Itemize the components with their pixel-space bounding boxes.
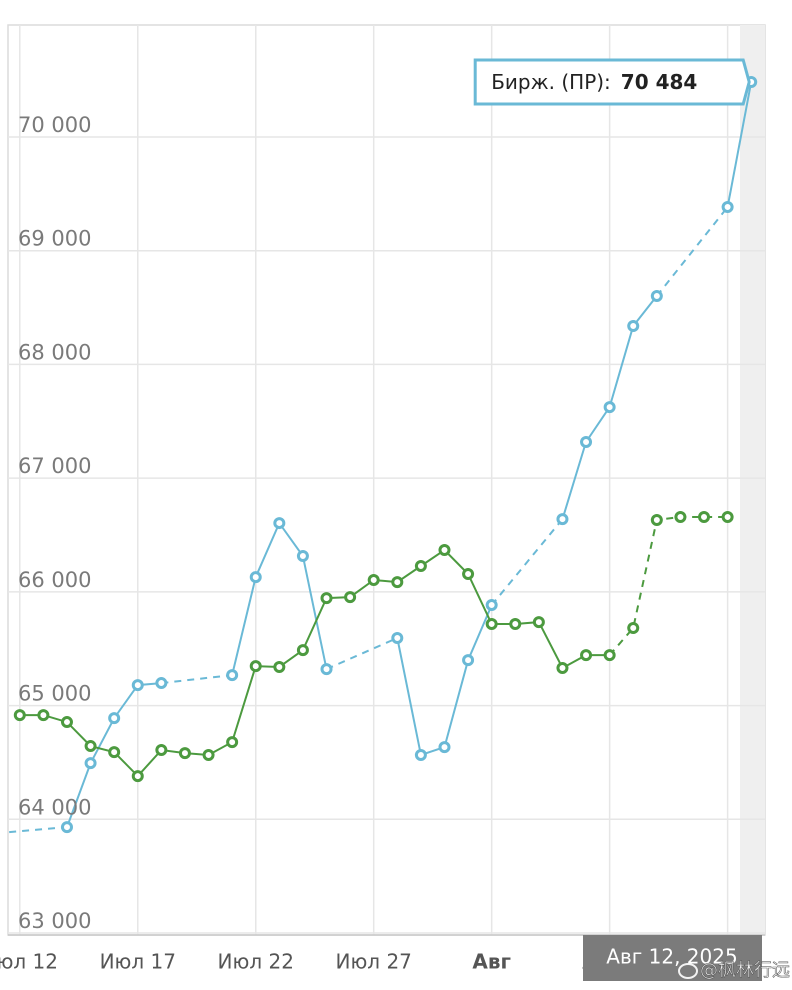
x-tick-label: Авг: [472, 950, 511, 974]
point: [603, 401, 616, 414]
x-tick-label: Июл 12: [0, 950, 58, 974]
point: [320, 592, 333, 605]
x-tick-label: Июл 22: [218, 950, 294, 974]
point: [344, 591, 357, 604]
point: [485, 618, 498, 631]
line: [726, 81, 753, 208]
point: [108, 712, 121, 725]
point: [603, 649, 616, 662]
point: [202, 749, 215, 762]
point: [721, 511, 734, 524]
line-dashed: [490, 518, 564, 606]
watermark: @枫林行远: [700, 960, 790, 981]
point: [580, 649, 593, 662]
hover-band: [740, 25, 765, 935]
point: [155, 677, 168, 690]
point: [296, 550, 309, 563]
tooltip-box: [473, 58, 751, 106]
point: [249, 571, 262, 584]
point: [391, 576, 404, 589]
y-tick-label: 68 000: [18, 340, 91, 364]
plot-lines: [0, 75, 758, 838]
y-tick-label: 67 000: [18, 454, 91, 478]
point: [438, 741, 451, 754]
point: [108, 746, 121, 759]
labels: 63 000 64 000 65 000 66 000 67 000 68 000 69 0…: [0, 58, 790, 981]
point: [674, 511, 687, 524]
point: [650, 289, 663, 302]
y-tick-label: 66 000: [18, 568, 91, 592]
point: [485, 599, 498, 612]
point: [698, 511, 711, 524]
crosshair-label: Авг 12, 2025: [606, 945, 737, 969]
point: [84, 757, 97, 770]
point: [509, 618, 522, 631]
y-tick-label: 65 000: [18, 682, 91, 706]
point: [650, 513, 663, 526]
point: [414, 749, 427, 762]
point: [13, 709, 26, 722]
watermark-icon: [678, 963, 698, 979]
point: [178, 747, 191, 760]
point: [273, 661, 286, 674]
point: [60, 716, 73, 729]
point: [580, 435, 593, 448]
point: [462, 568, 475, 581]
y-tick-label: 69 000: [18, 227, 91, 251]
plot-frame: [7, 24, 766, 936]
point: [131, 770, 144, 783]
point: [60, 821, 73, 834]
tooltip-label: Бирж. (ПР):: [491, 69, 611, 93]
x-tick-label: Июл 17: [100, 950, 176, 974]
point: [84, 740, 97, 753]
point: [0, 829, 1, 838]
line-dashed: [656, 206, 729, 297]
point: [249, 660, 262, 673]
point: [391, 632, 404, 645]
point: [226, 669, 239, 682]
point: [627, 622, 640, 635]
point: [438, 544, 451, 557]
point: [414, 560, 427, 573]
point: [556, 662, 569, 675]
point: [226, 736, 239, 749]
point: [721, 201, 734, 214]
point: [37, 709, 50, 722]
point: [462, 654, 475, 667]
y-tick-label: 64 000: [18, 795, 91, 819]
point: [155, 744, 168, 757]
point: [273, 517, 286, 530]
point: [556, 513, 569, 526]
x-tick-label: Июл 27: [336, 950, 412, 974]
point: [320, 663, 333, 676]
tooltip-text: Бирж. (ПР): 70 484: [491, 69, 697, 93]
point: [627, 319, 640, 332]
y-tick-label: 63 000: [18, 909, 91, 933]
point: [296, 644, 309, 657]
point: [532, 616, 545, 629]
grid: [8, 25, 765, 936]
y-tick-label: 70 000: [18, 113, 91, 137]
tooltip-value: 70 484: [621, 69, 698, 93]
point: [367, 574, 380, 587]
point: [131, 679, 144, 692]
crosshair-label-box: [583, 935, 762, 981]
